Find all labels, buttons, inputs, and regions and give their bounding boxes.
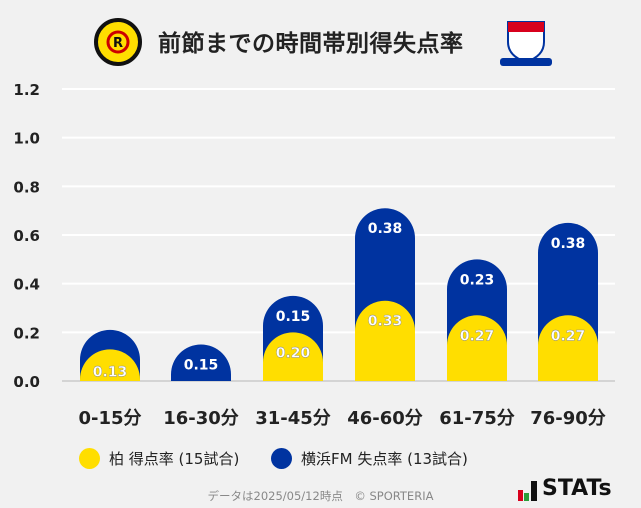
y-tick-label: 0.0 <box>13 373 40 391</box>
marinos-logo <box>500 21 552 66</box>
x-tick-label: 0-15分 <box>78 408 141 429</box>
data-label-kashiwa: 0.27 <box>460 328 495 344</box>
footer-note: データは2025/05/12時点 © SPORTERIA <box>207 489 434 503</box>
y-tick-label: 0.4 <box>13 276 40 294</box>
data-label-kashiwa: 0.20 <box>276 345 311 361</box>
legend-item-yokohama: 横浜FM 失点率 (13試合) <box>271 448 468 469</box>
x-tick-label: 31-45分 <box>255 408 331 429</box>
data-label-kashiwa: 0.27 <box>551 328 586 344</box>
data-label-yokohama: 0.23 <box>460 272 495 288</box>
bar-chart: 0.0 0.2 0.4 0.6 0.8 1.0 1.2 0.13 0-15分 0.15 16-30分… <box>13 81 615 429</box>
data-label-yokohama: 0.15 <box>276 309 311 325</box>
bar-kashiwa-scored <box>80 349 140 381</box>
x-tick-label: 76-90分 <box>530 408 606 429</box>
kashiwa-logo: R <box>94 18 142 66</box>
bar-kashiwa-scored <box>538 315 598 381</box>
x-tick-label: 16-30分 <box>163 408 239 429</box>
legend-label: 横浜FM 失点率 (13試合) <box>301 450 468 468</box>
y-tick-label: 1.2 <box>13 81 40 99</box>
legend-swatch-yellow <box>79 448 100 469</box>
data-label-kashiwa: 0.33 <box>368 314 403 330</box>
data-label-yokohama: 0.38 <box>368 221 403 237</box>
bar-kashiwa-scored <box>447 315 507 381</box>
bar-kashiwa-scored <box>263 332 323 381</box>
svg-text:R: R <box>113 36 123 51</box>
data-label-yokohama: 0.38 <box>551 236 586 252</box>
stats-bars-icon <box>518 481 537 501</box>
legend-item-kashiwa: 柏 得点率 (15試合) <box>79 448 239 469</box>
legend-swatch-blue <box>271 448 292 469</box>
data-label-yokohama: 0.15 <box>184 358 219 374</box>
y-tick-label: 0.8 <box>13 178 40 196</box>
x-tick-label: 46-60分 <box>347 408 423 429</box>
x-tick-label: 61-75分 <box>439 408 515 429</box>
data-label-kashiwa: 0.13 <box>93 364 128 380</box>
bar-kashiwa-scored <box>355 300 415 381</box>
y-tick-label: 0.6 <box>13 227 40 245</box>
y-tick-label: 1.0 <box>13 130 40 148</box>
chart-title: 前節までの時間帯別得失点率 <box>158 31 464 57</box>
stats-logo: STATs <box>518 476 612 501</box>
y-tick-label: 0.2 <box>13 324 40 342</box>
bar-yokohama-conceded <box>171 344 232 381</box>
legend-label: 柏 得点率 (15試合) <box>109 450 240 468</box>
